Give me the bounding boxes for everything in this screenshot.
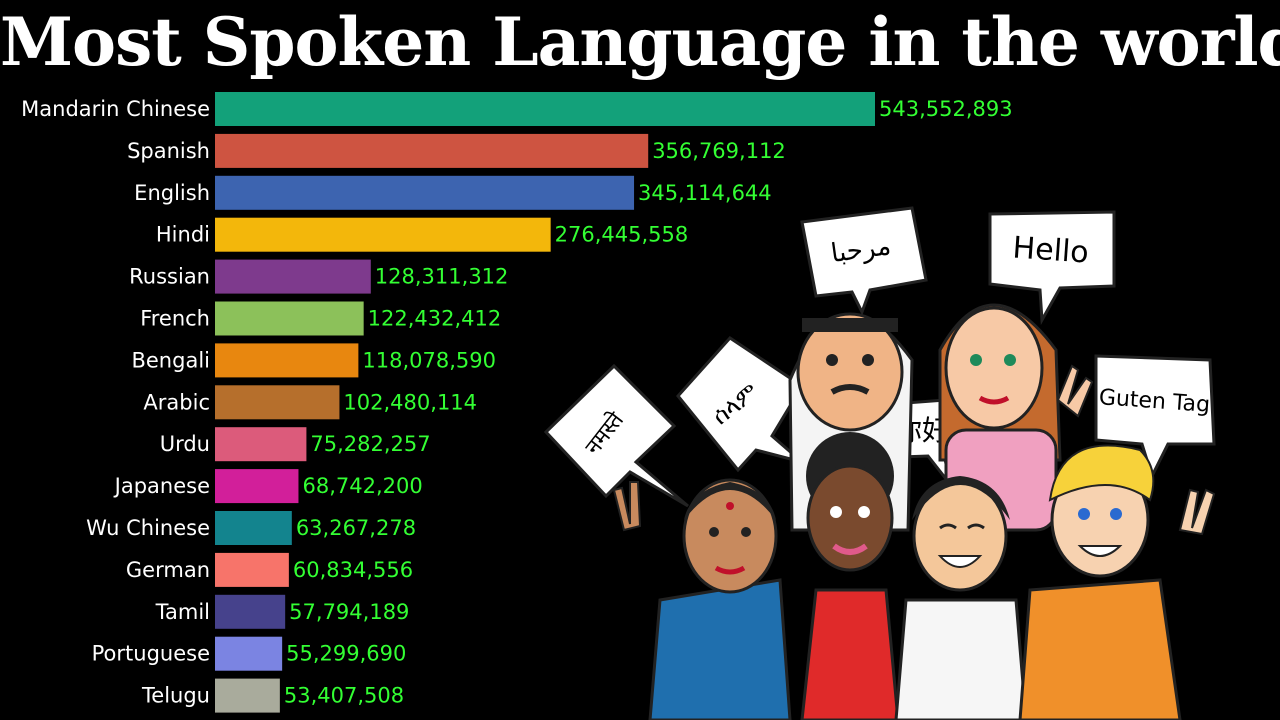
person-auburn-woman [938,303,1094,532]
bar-bengali [215,343,359,378]
category-label: Wu Chinese [86,516,210,540]
category-label: Urdu [160,432,210,456]
person-red-dress-woman [800,432,900,720]
category-label: English [134,181,210,205]
bar-hindi [215,217,551,252]
value-label: 276,445,558 [555,223,689,247]
speech-bubble-english: Hello [988,210,1116,326]
speech-bubble-hindi: नमस्ते [543,363,689,508]
value-label: 55,299,690 [286,642,406,666]
value-label: 68,742,200 [302,474,422,498]
person-sari-woman [612,478,792,720]
bar-spanish [215,133,649,168]
category-label: French [140,307,210,331]
person-blond-boy [1018,444,1216,720]
value-label: 102,480,114 [343,390,477,414]
category-label: Russian [129,265,210,289]
value-label: 118,078,590 [362,348,496,372]
chart-title: Most Spoken Language in the world [0,3,1280,81]
category-label: Japanese [113,474,210,498]
bar-telugu [215,678,280,713]
bubble-english-text: Hello [1012,230,1090,270]
value-label: 63,267,278 [296,516,416,540]
value-label: 60,834,556 [293,558,413,582]
category-label: Portuguese [92,642,210,666]
bar-wu-chinese [215,511,292,545]
speech-bubble-amharic: ሰላም [676,336,805,473]
bar-mandarin-chinese [215,92,875,126]
value-label: 543,552,893 [879,97,1013,121]
category-label: Mandarin Chinese [21,97,210,121]
bar-french [215,301,364,336]
bar-english [215,175,635,210]
category-label: Arabic [143,390,210,414]
speech-bubble-german: Guten Tag [1094,354,1216,480]
category-label: German [126,558,210,582]
speech-bubble-arabic: مرحبا [800,206,928,316]
bar-portuguese [215,636,283,671]
value-label: 128,311,312 [375,265,509,289]
value-label: 53,407,508 [284,684,404,708]
bar-arabic [215,385,340,420]
category-label: Telugu [141,684,210,708]
bar-japanese [215,469,299,504]
bar-tamil [215,594,286,629]
people-illustration: مرحبا Hello ሰላም नमस्ते 你好 Guten Tag [543,206,1216,720]
person-black-hair-boy [894,476,1028,720]
bar-urdu [215,427,307,462]
value-label: 356,769,112 [652,139,786,163]
bar-german [215,552,289,587]
value-label: 122,432,412 [368,307,502,331]
value-label: 57,794,189 [289,600,409,624]
category-label: Hindi [156,223,210,247]
category-label: Spanish [127,139,210,163]
bar-russian [215,259,371,294]
category-label: Tamil [155,600,210,624]
value-label: 75,282,257 [310,432,430,456]
value-label: 345,114,644 [638,181,772,205]
category-label: Bengali [131,348,210,372]
